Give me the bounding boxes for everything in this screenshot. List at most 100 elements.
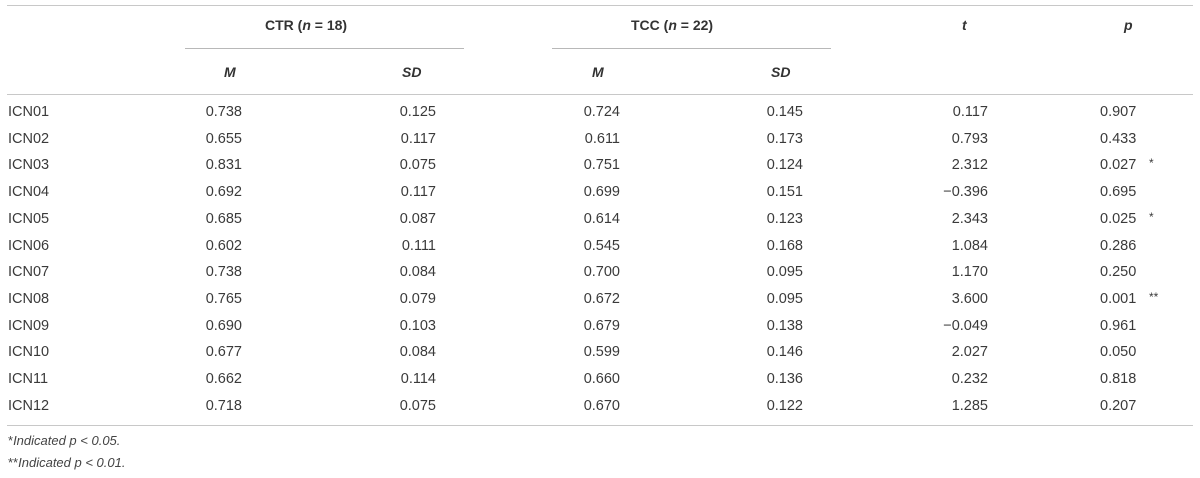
table-row: ICN08 0.765 0.079 0.672 0.095 3.600 0.001 ** <box>0 287 1200 313</box>
group-header-tcc-n: n <box>668 17 677 33</box>
ctr-sd-cell: 0.114 <box>400 371 436 387</box>
group-header-tcc: TCC (n = 22) <box>631 17 713 33</box>
p-cell: 0.050 <box>1100 344 1137 361</box>
group-header-ctr-count: = 18) <box>310 17 348 33</box>
table-top-rule <box>7 5 1193 6</box>
table-row: ICN05 0.685 0.087 0.614 0.123 2.343 0.025 * <box>0 207 1200 233</box>
row-label: ICN02 <box>8 130 50 147</box>
row-label: ICN08 <box>8 290 50 307</box>
row-label: ICN05 <box>8 210 50 227</box>
table-row: ICN12 0.718 0.075 0.670 0.122 1.285 0.207 <box>0 394 1200 420</box>
ctr-m-cell: 0.685 <box>205 210 242 227</box>
ctr-m-cell: 0.662 <box>205 371 242 387</box>
p-cell: 0.207 <box>1100 397 1137 414</box>
subheader-tcc-sd: SD <box>771 64 791 80</box>
tcc-sd-cell: 0.138 <box>766 317 803 334</box>
t-cell: −0.396 <box>943 184 988 201</box>
tcc-sd-cell: 0.145 <box>766 104 803 120</box>
tcc-sd-cell: 0.146 <box>766 344 803 361</box>
group-rule-tcc <box>552 48 831 49</box>
t-cell: 1.285 <box>951 397 988 414</box>
table-row: ICN02 0.655 0.117 0.611 0.173 0.793 0.433 <box>0 127 1200 153</box>
table-row: ICN04 0.692 0.117 0.699 0.151 −0.396 0.695 <box>0 180 1200 206</box>
ctr-sd-cell: 0.079 <box>399 290 436 307</box>
p-cell: 0.818 <box>1100 371 1137 387</box>
p-cell: 0.001 <box>1100 290 1137 307</box>
tcc-sd-cell: 0.124 <box>766 157 803 174</box>
ctr-m-cell: 0.602 <box>205 237 242 254</box>
table-row: ICN07 0.738 0.084 0.700 0.095 1.170 0.250 <box>0 260 1200 286</box>
ctr-m-cell: 0.690 <box>205 317 242 334</box>
tcc-m-cell: 0.599 <box>583 344 620 361</box>
t-cell: 2.343 <box>951 210 988 227</box>
p-cell: 0.907 <box>1100 104 1137 120</box>
row-label: ICN07 <box>8 264 50 281</box>
tcc-m-cell: 0.614 <box>583 210 620 227</box>
p-cell: 0.025 <box>1100 210 1137 227</box>
t-cell: 3.600 <box>951 290 988 307</box>
table-row: ICN10 0.677 0.084 0.599 0.146 2.027 0.050 <box>0 340 1200 366</box>
group-header-ctr-n: n <box>302 17 311 33</box>
t-cell: 0.117 <box>952 104 988 120</box>
tcc-m-cell: 0.660 <box>583 371 620 387</box>
row-label: ICN01 <box>8 104 50 120</box>
tcc-m-cell: 0.672 <box>583 290 620 307</box>
tcc-m-cell: 0.700 <box>583 264 620 281</box>
footnote-2: **Indicated p < 0.01. <box>8 455 126 470</box>
table-row: ICN11 0.662 0.114 0.660 0.136 0.232 0.818 <box>0 367 1200 393</box>
tcc-sd-cell: 0.168 <box>766 237 803 254</box>
table-row: ICN01 0.738 0.125 0.724 0.145 0.117 0.907 <box>0 100 1200 126</box>
group-header-ctr-label: CTR ( <box>265 17 303 33</box>
t-cell: 2.027 <box>951 344 988 361</box>
significance-mark: * <box>1149 156 1154 171</box>
row-label: ICN12 <box>8 397 50 414</box>
p-cell: 0.961 <box>1100 317 1137 334</box>
significance-mark: ** <box>1149 289 1159 304</box>
tcc-m-cell: 0.724 <box>583 104 620 120</box>
ctr-sd-cell: 0.117 <box>400 130 436 147</box>
ctr-sd-cell: 0.075 <box>399 157 436 174</box>
row-label: ICN11 <box>8 371 49 387</box>
t-cell: 1.084 <box>951 237 988 254</box>
ctr-m-cell: 0.738 <box>205 264 242 281</box>
tcc-m-cell: 0.611 <box>584 130 620 147</box>
ctr-m-cell: 0.831 <box>205 157 242 174</box>
tcc-m-cell: 0.679 <box>583 317 620 334</box>
ctr-sd-cell: 0.111 <box>401 237 436 254</box>
row-label: ICN09 <box>8 317 50 334</box>
tcc-sd-cell: 0.136 <box>766 371 803 387</box>
tcc-m-cell: 0.699 <box>583 184 620 201</box>
row-label: ICN06 <box>8 237 50 254</box>
subheader-ctr-sd: SD <box>402 64 422 80</box>
ctr-m-cell: 0.718 <box>205 397 242 414</box>
t-cell: 0.232 <box>951 371 988 387</box>
ctr-m-cell: 0.738 <box>205 104 242 120</box>
t-cell: 0.793 <box>951 130 988 147</box>
ctr-sd-cell: 0.084 <box>399 344 436 361</box>
p-cell: 0.695 <box>1100 184 1137 201</box>
header-p: p <box>1124 17 1133 33</box>
tcc-sd-cell: 0.122 <box>766 397 803 414</box>
ctr-sd-cell: 0.125 <box>399 104 436 120</box>
p-cell: 0.286 <box>1100 237 1137 254</box>
tcc-m-cell: 0.670 <box>583 397 620 414</box>
subheader-ctr-m: M <box>224 64 236 80</box>
footnote-1: *Indicated p < 0.05. <box>8 433 121 448</box>
p-cell: 0.250 <box>1100 264 1137 281</box>
tcc-sd-cell: 0.173 <box>766 130 803 147</box>
t-cell: −0.049 <box>943 317 988 334</box>
row-label: ICN04 <box>8 184 50 201</box>
tcc-sd-cell: 0.151 <box>766 184 803 201</box>
row-label: ICN10 <box>8 344 50 361</box>
tcc-sd-cell: 0.095 <box>766 290 803 307</box>
header-t: t <box>962 17 967 33</box>
ctr-sd-cell: 0.084 <box>399 264 436 281</box>
table-row: ICN03 0.831 0.075 0.751 0.124 2.312 0.027 * <box>0 153 1200 179</box>
table-row: ICN06 0.602 0.111 0.545 0.168 1.084 0.286 <box>0 234 1200 260</box>
ctr-sd-cell: 0.103 <box>399 317 436 334</box>
significance-mark: * <box>1149 209 1154 224</box>
t-cell: 2.312 <box>951 157 988 174</box>
ctr-m-cell: 0.677 <box>205 344 242 361</box>
p-cell: 0.027 <box>1100 157 1137 174</box>
